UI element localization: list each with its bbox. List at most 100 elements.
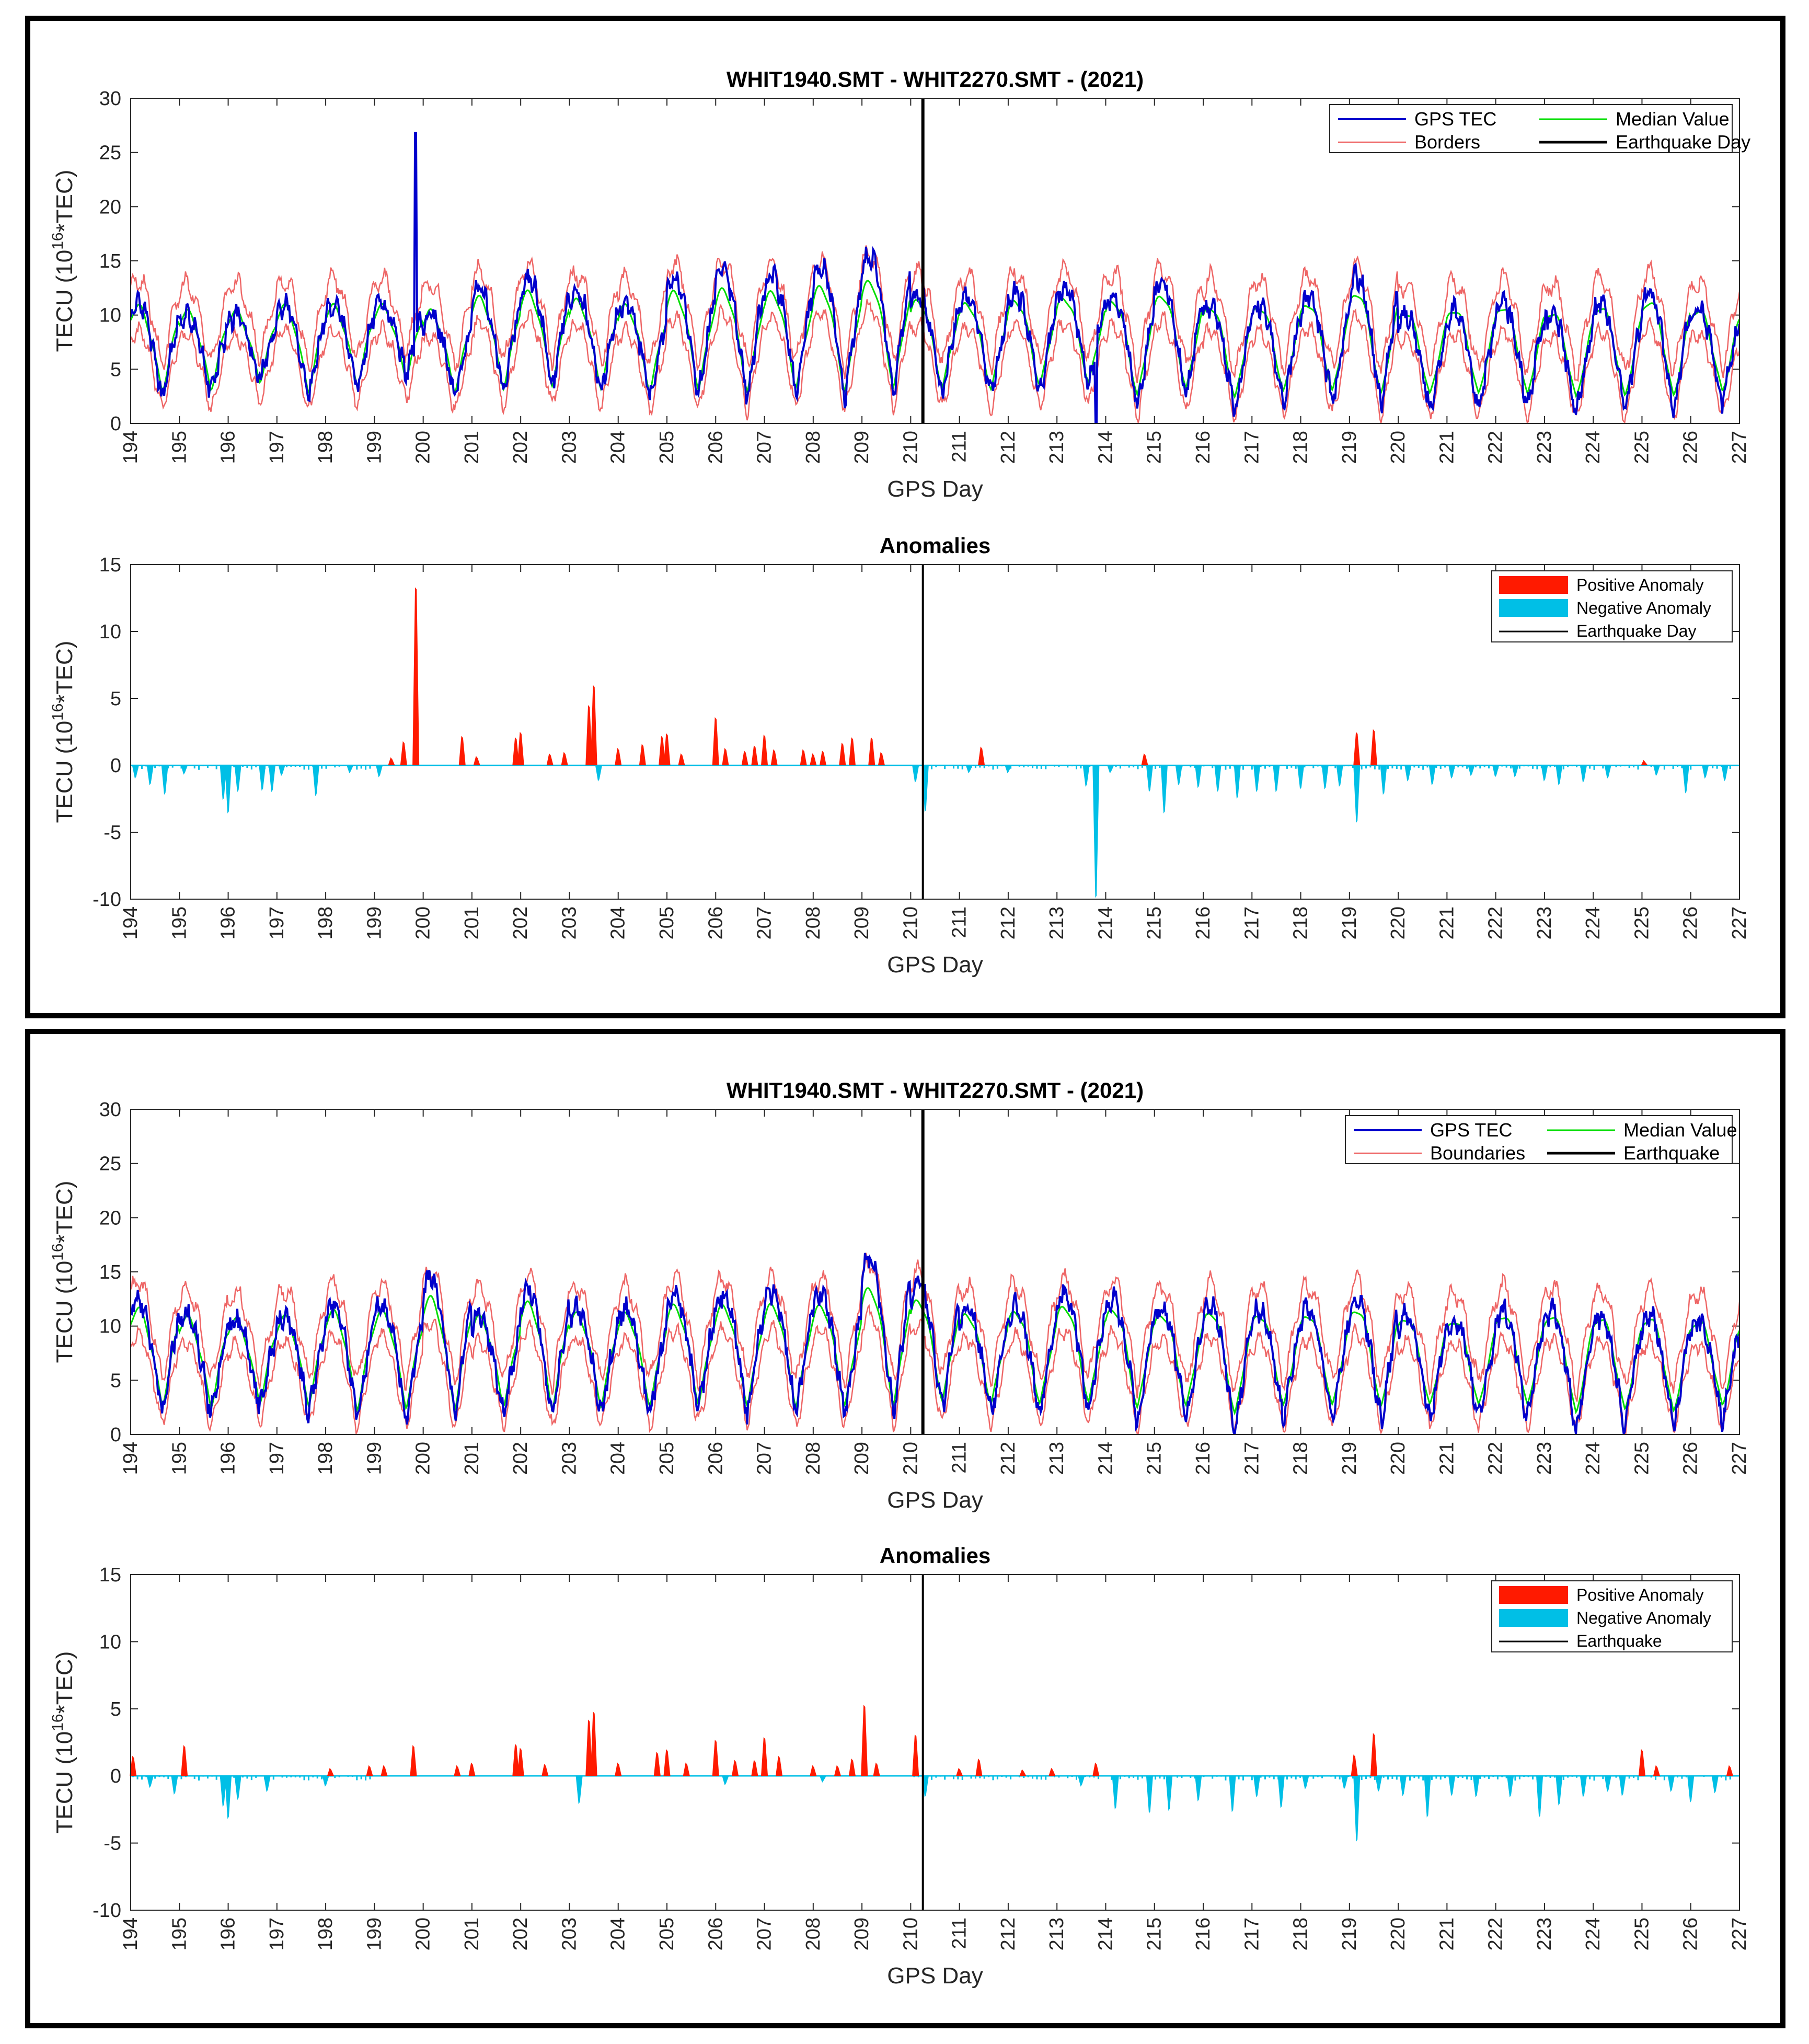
fig2-tec-x-tick-label: 197 xyxy=(266,1442,288,1475)
fig2-anom-x-tick-label: 211 xyxy=(949,1917,971,1949)
fig2-anom-x-tick-label: 208 xyxy=(802,1917,824,1950)
fig1-tec-x-axis-label: GPS Day xyxy=(887,476,983,502)
fig1-anom-legend: Positive Anomaly Negative Anomaly Earthqua… xyxy=(1491,570,1733,642)
negative-anomaly-mark xyxy=(1468,765,1475,776)
fig1-tec-legend-label-borders: Borders xyxy=(1414,131,1480,153)
fig2-tec-x-tick-label: 198 xyxy=(315,1442,337,1475)
negative-anomaly-mark xyxy=(1195,765,1202,788)
negative-anomaly-mark xyxy=(268,765,276,793)
positive-anomaly-mark xyxy=(751,745,758,765)
positive-anomaly-mark xyxy=(388,757,395,765)
fig2-anom-y-tick-label: -10 xyxy=(93,1900,121,1922)
positive-anomaly-mark xyxy=(366,1765,373,1776)
fig2-anom-y-tick-label: -5 xyxy=(103,1833,121,1855)
fig2-anom-x-tick-label: 222 xyxy=(1485,1917,1507,1950)
fig2-tec-y-tick-label: 15 xyxy=(99,1261,121,1283)
positive-anomaly-mark xyxy=(912,1734,919,1776)
positive-anomaly-mark xyxy=(1653,1765,1660,1776)
fig1-anom-x-tick-label: 196 xyxy=(217,906,239,939)
fig1-anom-plot-area xyxy=(131,565,1739,899)
fig1-anom-x-tick-label: 217 xyxy=(1241,906,1263,939)
negative-anomaly-mark xyxy=(376,765,383,778)
fig1-tec-x-tick-label: 220 xyxy=(1387,431,1409,464)
negative-anomaly-mark xyxy=(1667,1776,1675,1793)
fig2-anom-x-tick-label: 216 xyxy=(1192,1917,1214,1950)
negative-anomaly-mark xyxy=(1273,765,1280,793)
negative-anomaly-mark xyxy=(220,765,227,800)
fig2-tec-axes-frame xyxy=(130,1109,1740,1435)
positive-anomaly-mark xyxy=(381,1765,388,1776)
fig1-anom-axes-frame xyxy=(130,564,1740,900)
fig1-tec-x-tick-label: 199 xyxy=(363,431,385,464)
positive-anomaly-mark xyxy=(800,749,807,765)
fig2-tec-legend-label-median: Median Value xyxy=(1623,1119,1737,1141)
positive-anomaly-mark xyxy=(878,752,885,765)
negative-anomaly-mark xyxy=(1512,765,1519,778)
fig2-anom-x-tick-label: 218 xyxy=(1290,1917,1312,1950)
fig1-tec-x-tick-label: 207 xyxy=(754,431,776,464)
fig1-anom-x-tick-label: 195 xyxy=(168,906,190,939)
positive-anomaly-mark xyxy=(541,1764,549,1776)
negative-anomaly-mark xyxy=(912,765,919,783)
fig2-anom-x-tick-label: 210 xyxy=(900,1917,921,1950)
fig2-tec-x-tick-label: 194 xyxy=(120,1442,142,1475)
positive-anomaly-mark xyxy=(848,737,856,765)
fig1-anom-x-tick-label: 212 xyxy=(997,906,1019,939)
fig1-tec-x-tick-label: 217 xyxy=(1241,431,1263,464)
positive-anomaly-mark xyxy=(400,741,407,765)
fig1-tec-x-tick-label: 218 xyxy=(1290,431,1312,464)
positive-anomaly-mark xyxy=(561,752,568,765)
fig2-anom-legend-label-pos: Positive Anomaly xyxy=(1576,1586,1704,1604)
fig1-tec-x-tick-label: 198 xyxy=(315,431,337,464)
fig2-anom-negative-anomalies xyxy=(146,1776,1719,1842)
fig1-anom-legend-swatch-neg xyxy=(1499,599,1568,617)
fig2-tec-x-tick-label: 222 xyxy=(1485,1442,1507,1475)
positive-anomaly-mark xyxy=(956,1767,963,1776)
fig2-anom-y-tick-label: 5 xyxy=(110,1698,121,1720)
fig2-tec-x-tick-label: 224 xyxy=(1582,1442,1604,1475)
fig1-anom-x-tick-label: 211 xyxy=(949,906,971,938)
negative-anomaly-mark xyxy=(819,1776,827,1783)
fig1-tec-y-axis-label-tail: *TEC) xyxy=(52,170,77,233)
negative-anomaly-mark xyxy=(1472,1776,1480,1798)
fig2-tec-x-tick-label: 218 xyxy=(1290,1442,1312,1475)
fig2-tec-x-tick-label: 208 xyxy=(802,1442,824,1475)
positive-anomaly-mark xyxy=(1351,1754,1358,1776)
positive-anomaly-mark xyxy=(810,753,817,765)
fig1-tec-x-tick-label: 208 xyxy=(802,431,824,464)
fig1-anom-legend-label-eq: Earthquake Day xyxy=(1576,622,1696,640)
negative-anomaly-mark xyxy=(312,765,319,796)
fig2-anom-legend-swatch-pos xyxy=(1499,1586,1568,1604)
figure-panel-1: 194 195 196 197 198 199 200 201 202 203 204 205 206 2… xyxy=(25,16,1785,1018)
negative-anomaly-mark xyxy=(1604,765,1611,779)
fig1-tec-x-tick-label: 214 xyxy=(1094,431,1116,464)
positive-anomaly-mark xyxy=(761,734,768,765)
fig2-anom-x-axis-label: GPS Day xyxy=(887,1963,983,1989)
positive-anomaly-mark xyxy=(585,705,593,765)
positive-anomaly-mark xyxy=(1019,1769,1027,1776)
negative-anomaly-mark xyxy=(1702,765,1709,779)
fig2-anom-x-tick-label: 209 xyxy=(851,1917,873,1950)
fig2-anom-x-tick-label: 206 xyxy=(705,1917,727,1950)
fig1-anom-y-tick-label: -10 xyxy=(93,889,121,911)
fig2-tec-y-axis-label: TECU (1016*TEC) xyxy=(49,1181,77,1363)
fig2-tec-y-axis-label-tail: *TEC) xyxy=(52,1181,77,1244)
fig1-tec-x-tick-label: 221 xyxy=(1436,431,1458,464)
fig1-tec-y-tick-label: 25 xyxy=(99,142,121,164)
positive-anomaly-mark xyxy=(861,1705,868,1776)
positive-anomaly-mark xyxy=(1353,732,1361,765)
negative-anomaly-mark xyxy=(1229,1776,1236,1812)
positive-anomaly-mark xyxy=(468,1762,476,1776)
negative-anomaly-mark xyxy=(1711,1776,1719,1794)
positive-anomaly-mark xyxy=(834,1765,841,1776)
fig2-tec-x-tick-label: 209 xyxy=(851,1442,873,1475)
fig1-tec-upper-border-line xyxy=(131,245,1739,384)
fig2-tec-x-tick-label: 216 xyxy=(1192,1442,1214,1475)
fig1-tec-title: WHIT1940.SMT - WHIT2270.SMT - (2021) xyxy=(727,67,1144,91)
positive-anomaly-mark xyxy=(722,748,729,765)
negative-anomaly-mark xyxy=(259,765,266,791)
fig1-anom-x-tick-label: 209 xyxy=(851,906,873,939)
fig1-anom-y-tick-label: 10 xyxy=(99,621,121,643)
negative-anomaly-mark xyxy=(146,1776,154,1788)
fig1-anom-x-tick-label: 199 xyxy=(363,906,385,939)
